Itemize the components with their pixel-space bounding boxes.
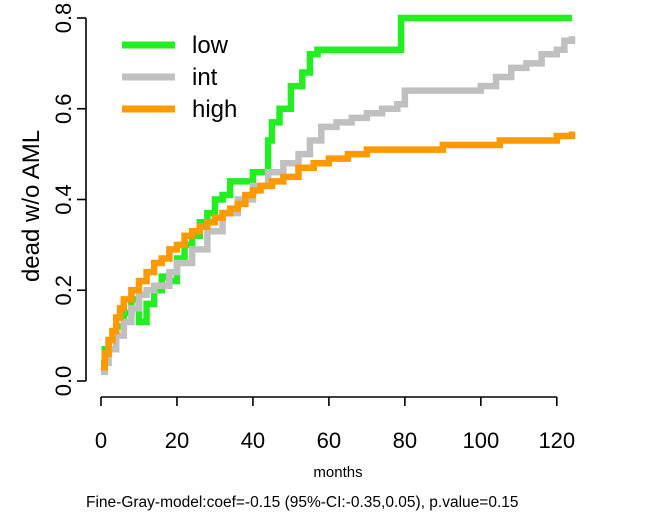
legend-label-high: high — [192, 96, 237, 123]
model-footnote: Fine-Gray-model:coef=-0.15 (95%-CI:-0.35… — [86, 494, 519, 511]
series-line-high — [101, 131, 576, 371]
x-ticks: 0 20 40 60 80 100 120 — [95, 397, 575, 453]
x-tick-label: 40 — [241, 428, 265, 453]
series-line-int — [101, 36, 576, 376]
series-line-low — [101, 14, 572, 367]
y-ticks: 0.0 0.2 0.4 0.6 0.8 — [51, 3, 86, 397]
y-tick-label: 0.4 — [51, 184, 76, 215]
x-tick-label: 120 — [538, 428, 575, 453]
x-tick-label: 60 — [317, 428, 341, 453]
y-tick-label: 0.6 — [51, 93, 76, 124]
x-tick-label: 80 — [393, 428, 417, 453]
y-axis-title: dead w/o AML — [18, 130, 45, 282]
x-axis-title: months — [313, 464, 362, 481]
legend-label-low: low — [192, 32, 229, 59]
x-tick-label: 0 — [95, 428, 107, 453]
y-tick-label: 0.2 — [51, 275, 76, 306]
series-layer — [101, 14, 576, 376]
x-tick-label: 100 — [462, 428, 499, 453]
legend-label-int: int — [192, 64, 218, 91]
x-tick-label: 20 — [165, 428, 189, 453]
y-tick-label: 0.0 — [51, 366, 76, 397]
legend: low int high — [122, 32, 237, 123]
y-tick-label: 0.8 — [51, 3, 76, 34]
